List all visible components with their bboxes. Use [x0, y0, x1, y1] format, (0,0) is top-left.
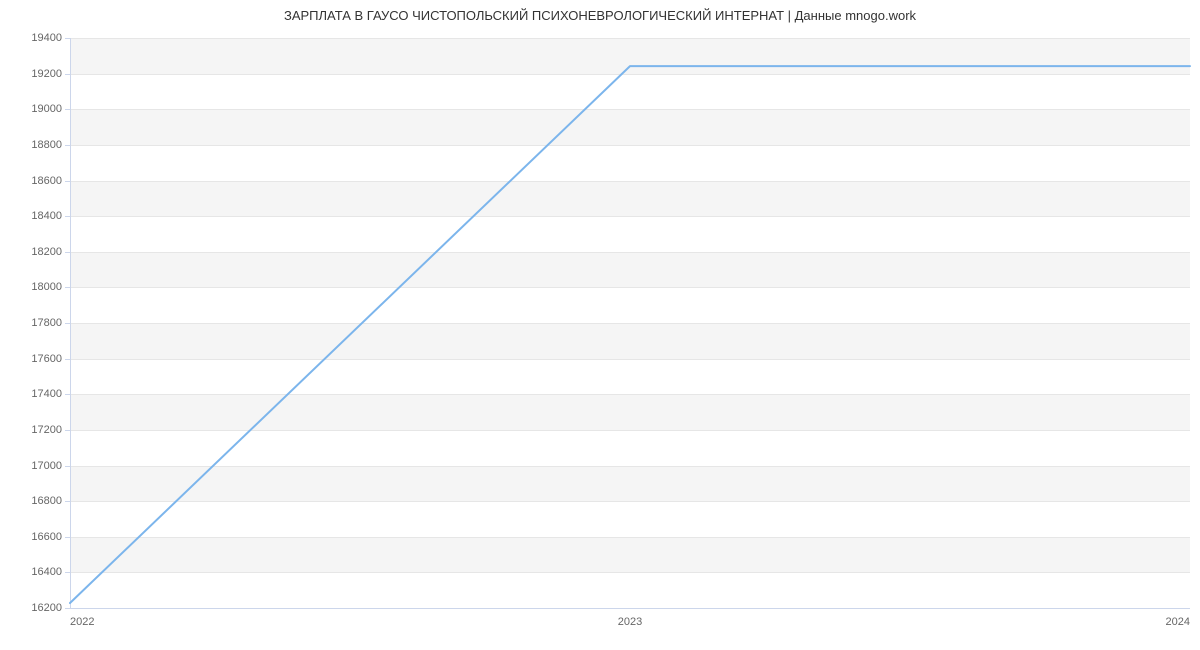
y-tick-label: 16800 [31, 495, 70, 507]
y-tick-label: 17000 [31, 460, 70, 472]
y-tick-label: 16400 [31, 566, 70, 578]
chart-title: ЗАРПЛАТА В ГАУСО ЧИСТОПОЛЬСКИЙ ПСИХОНЕВР… [0, 8, 1200, 23]
y-tick-label: 17600 [31, 353, 70, 365]
y-tick-label: 18800 [31, 139, 70, 151]
y-tick-label: 17800 [31, 317, 70, 329]
y-tick-label: 18000 [31, 281, 70, 293]
y-tick-label: 16200 [31, 602, 70, 614]
x-tick-label: 2024 [1166, 608, 1190, 628]
y-tick-label: 18200 [31, 246, 70, 258]
y-tick-label: 17400 [31, 388, 70, 400]
x-tick-label: 2023 [618, 608, 642, 628]
y-tick-label: 18400 [31, 210, 70, 222]
line-series [70, 38, 1190, 608]
chart-container: ЗАРПЛАТА В ГАУСО ЧИСТОПОЛЬСКИЙ ПСИХОНЕВР… [0, 0, 1200, 650]
y-tick-label: 19400 [31, 32, 70, 44]
y-tick-label: 17200 [31, 424, 70, 436]
y-tick-label: 18600 [31, 175, 70, 187]
x-tick-label: 2022 [70, 608, 94, 628]
y-tick-label: 19200 [31, 68, 70, 80]
y-tick-label: 19000 [31, 103, 70, 115]
plot-area: 1620016400166001680017000172001740017600… [70, 38, 1190, 608]
y-tick-label: 16600 [31, 531, 70, 543]
